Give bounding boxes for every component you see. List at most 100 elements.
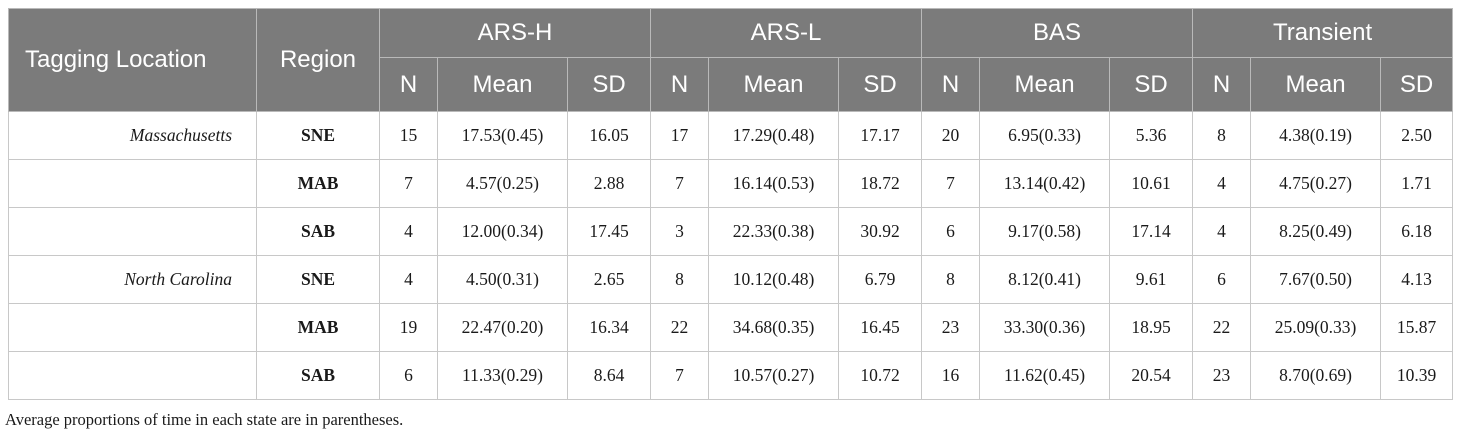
cell-transient-sd: 10.39 xyxy=(1380,351,1454,400)
cell-ars-l-n: 22 xyxy=(650,303,710,352)
cell-transient-sd: 6.18 xyxy=(1380,207,1454,256)
cell-transient-n: 6 xyxy=(1192,255,1252,304)
cell-transient-sd: 2.50 xyxy=(1380,111,1454,160)
cell-region: SAB xyxy=(256,207,380,256)
header-sd: SD xyxy=(838,57,923,112)
table-row: Massachusetts SNE 15 17.53(0.45) 16.05 17 17.2… xyxy=(8,111,1454,160)
cell-bas-n: 7 xyxy=(921,159,981,208)
cell-transient-n: 4 xyxy=(1192,207,1252,256)
cell-ars-l-mean: 10.12(0.48) xyxy=(708,255,840,304)
cell-tagging-location xyxy=(8,207,257,256)
cell-region: SNE xyxy=(256,255,380,304)
header-n: N xyxy=(650,57,710,112)
cell-bas-sd: 18.95 xyxy=(1109,303,1194,352)
cell-bas-n: 6 xyxy=(921,207,981,256)
cell-bas-sd: 17.14 xyxy=(1109,207,1194,256)
header-mean: Mean xyxy=(1250,57,1382,112)
cell-ars-h-sd: 2.88 xyxy=(566,159,652,208)
table-row: SAB 6 11.33(0.29) 8.64 7 10.57(0.27) 10.72 16 11… xyxy=(8,351,1454,400)
cell-tagging-location: Massachusetts xyxy=(8,111,257,160)
header-sd: SD xyxy=(1109,57,1194,112)
cell-tagging-location xyxy=(8,159,257,208)
cell-ars-l-sd: 6.79 xyxy=(838,255,923,304)
cell-tagging-location xyxy=(8,351,257,400)
header-mean: Mean xyxy=(437,57,568,112)
cell-region: MAB xyxy=(256,303,380,352)
cell-ars-l-mean: 22.33(0.38) xyxy=(708,207,840,256)
cell-ars-l-mean: 34.68(0.35) xyxy=(708,303,840,352)
cell-ars-l-mean: 10.57(0.27) xyxy=(708,351,840,400)
cell-ars-h-n: 19 xyxy=(379,303,438,352)
cell-bas-mean: 13.14(0.42) xyxy=(979,159,1111,208)
table-row: SAB 4 12.00(0.34) 17.45 3 22.33(0.38) 30.92 6 9.… xyxy=(8,207,1454,256)
cell-ars-l-sd: 30.92 xyxy=(838,207,923,256)
header-sd: SD xyxy=(566,57,652,112)
cell-ars-h-sd: 2.65 xyxy=(566,255,652,304)
cell-region: SNE xyxy=(256,111,380,160)
cell-bas-n: 20 xyxy=(921,111,981,160)
cell-bas-mean: 33.30(0.36) xyxy=(979,303,1111,352)
header-mean: Mean xyxy=(708,57,840,112)
cell-ars-h-n: 7 xyxy=(379,159,438,208)
cell-ars-l-sd: 18.72 xyxy=(838,159,923,208)
cell-ars-h-mean: 11.33(0.29) xyxy=(437,351,568,400)
cell-transient-mean: 8.70(0.69) xyxy=(1250,351,1382,400)
cell-ars-h-n: 6 xyxy=(379,351,438,400)
cell-ars-h-sd: 8.64 xyxy=(566,351,652,400)
cell-bas-n: 8 xyxy=(921,255,981,304)
cell-ars-h-mean: 4.57(0.25) xyxy=(437,159,568,208)
cell-tagging-location xyxy=(8,303,257,352)
cell-transient-sd: 15.87 xyxy=(1380,303,1454,352)
cell-ars-l-n: 17 xyxy=(650,111,710,160)
cell-bas-sd: 5.36 xyxy=(1109,111,1194,160)
table-footnote: Average proportions of time in each stat… xyxy=(5,410,404,429)
cell-transient-mean: 4.38(0.19) xyxy=(1250,111,1382,160)
header-group-ars-h: ARS-H xyxy=(378,8,652,58)
header-n: N xyxy=(921,57,981,112)
data-table: Tagging Location Region ARS-H ARS-L BAS … xyxy=(8,8,1454,400)
cell-ars-h-sd: 17.45 xyxy=(566,207,652,256)
header-group-bas: BAS xyxy=(921,8,1194,58)
cell-bas-mean: 8.12(0.41) xyxy=(979,255,1111,304)
cell-ars-l-n: 8 xyxy=(650,255,710,304)
header-group-transient: Transient xyxy=(1192,8,1454,58)
data-table-container: Tagging Location Region ARS-H ARS-L BAS … xyxy=(8,8,1454,400)
cell-bas-mean: 11.62(0.45) xyxy=(979,351,1111,400)
header-tagging-location: Tagging Location xyxy=(8,8,257,112)
header-n: N xyxy=(379,57,438,112)
cell-transient-n: 23 xyxy=(1192,351,1252,400)
cell-transient-n: 8 xyxy=(1192,111,1252,160)
cell-ars-l-mean: 17.29(0.48) xyxy=(708,111,840,160)
table-row: MAB 19 22.47(0.20) 16.34 22 34.68(0.35) 16.45 2… xyxy=(8,303,1454,352)
cell-bas-sd: 9.61 xyxy=(1109,255,1194,304)
cell-transient-mean: 25.09(0.33) xyxy=(1250,303,1382,352)
cell-ars-l-n: 3 xyxy=(650,207,710,256)
table-row: MAB 7 4.57(0.25) 2.88 7 16.14(0.53) 18.72 7 13.1… xyxy=(8,159,1454,208)
cell-bas-sd: 20.54 xyxy=(1109,351,1194,400)
cell-ars-h-n: 4 xyxy=(379,255,438,304)
cell-region: MAB xyxy=(256,159,380,208)
cell-transient-mean: 4.75(0.27) xyxy=(1250,159,1382,208)
header-sd: SD xyxy=(1380,57,1454,112)
table-body: Massachusetts SNE 15 17.53(0.45) 16.05 17 17.2… xyxy=(8,111,1454,400)
cell-ars-l-sd: 10.72 xyxy=(838,351,923,400)
cell-ars-h-mean: 4.50(0.31) xyxy=(437,255,568,304)
cell-ars-l-n: 7 xyxy=(650,159,710,208)
cell-ars-h-sd: 16.34 xyxy=(566,303,652,352)
header-region: Region xyxy=(256,8,380,112)
cell-ars-h-sd: 16.05 xyxy=(566,111,652,160)
cell-ars-l-n: 7 xyxy=(650,351,710,400)
header-mean: Mean xyxy=(979,57,1111,112)
cell-bas-n: 23 xyxy=(921,303,981,352)
cell-ars-l-sd: 17.17 xyxy=(838,111,923,160)
table-row: North Carolina SNE 4 4.50(0.31) 2.65 8 10.12(0… xyxy=(8,255,1454,304)
cell-transient-sd: 4.13 xyxy=(1380,255,1454,304)
cell-transient-mean: 8.25(0.49) xyxy=(1250,207,1382,256)
cell-ars-h-mean: 22.47(0.20) xyxy=(437,303,568,352)
cell-ars-l-sd: 16.45 xyxy=(838,303,923,352)
cell-transient-n: 4 xyxy=(1192,159,1252,208)
cell-bas-mean: 6.95(0.33) xyxy=(979,111,1111,160)
table-header: Tagging Location Region ARS-H ARS-L BAS … xyxy=(8,8,1454,112)
header-group-ars-l: ARS-L xyxy=(650,8,923,58)
cell-ars-h-mean: 17.53(0.45) xyxy=(437,111,568,160)
